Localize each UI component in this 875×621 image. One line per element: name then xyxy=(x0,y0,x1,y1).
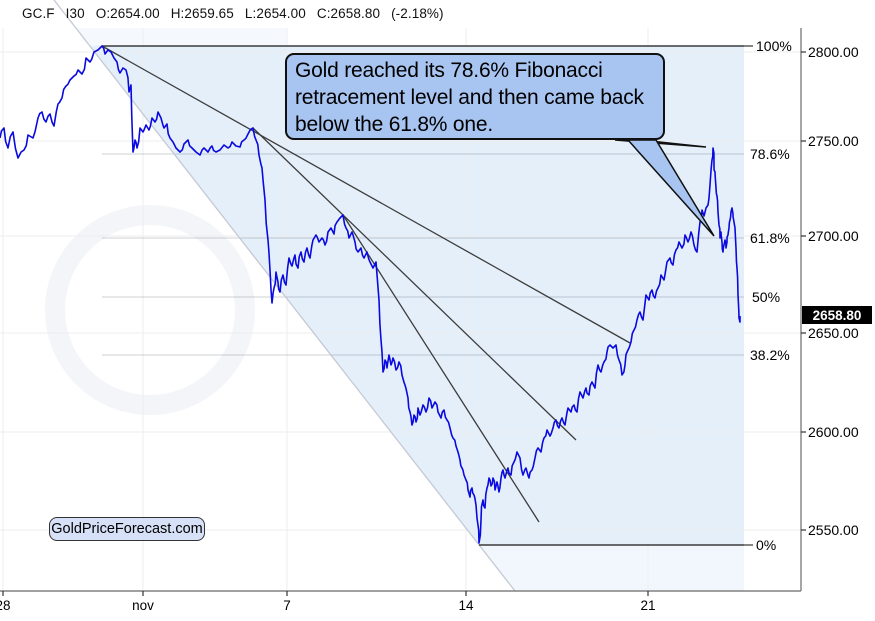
trendline xyxy=(101,45,631,344)
fib-level-label: 38.2% xyxy=(750,347,790,363)
symbol-label: GC.F xyxy=(22,6,55,21)
shade-fib-zone xyxy=(89,46,745,545)
fib-level-label: 61.8% xyxy=(750,230,790,246)
price-tick-label: 2650.00 xyxy=(808,325,859,341)
ohlc-header: GC.F I30 O:2654.00 H:2659.65 L:2654.00 C… xyxy=(22,6,444,21)
callout-tail xyxy=(626,139,715,237)
time-tick-label: 21 xyxy=(640,598,656,613)
price-tick-label: 2700.00 xyxy=(808,228,859,244)
fib-level-label: 0% xyxy=(756,537,777,553)
close-value: C:2658.80 xyxy=(316,6,381,21)
price-tick-label: 2800.00 xyxy=(808,44,859,60)
price-line xyxy=(0,45,741,544)
shade-top-sliver xyxy=(75,28,288,46)
shade-below-zone xyxy=(479,545,744,591)
time-tick-label: 28 xyxy=(0,598,11,613)
current-price-badge: 2658.80 xyxy=(802,306,872,324)
time-tick-label: 7 xyxy=(283,598,291,613)
fib-level-label: 100% xyxy=(756,38,792,54)
low-value: L:2654.00 xyxy=(244,6,306,21)
goldpriceforecast-label: GoldPriceForecast.com xyxy=(49,517,205,541)
change-value: (-2.18%) xyxy=(391,6,444,21)
trendline xyxy=(252,127,577,441)
fib-level-label: 50% xyxy=(752,289,781,305)
fib-level-label: 78.6% xyxy=(750,146,790,162)
price-tick-label: 2550.00 xyxy=(808,522,859,538)
price-tick-label: 2750.00 xyxy=(808,133,859,149)
annotation-callout: Gold reached its 78.6% Fibonacci retrace… xyxy=(285,53,665,140)
time-tick-label: 14 xyxy=(458,598,474,613)
open-value: O:2654.00 xyxy=(95,6,160,21)
price-tick-label: 2600.00 xyxy=(808,424,859,440)
interval-label: I30 xyxy=(65,6,85,21)
high-value: H:2659.65 xyxy=(170,6,234,21)
watermark-ring xyxy=(45,205,255,415)
time-tick-label: nov xyxy=(132,598,154,613)
